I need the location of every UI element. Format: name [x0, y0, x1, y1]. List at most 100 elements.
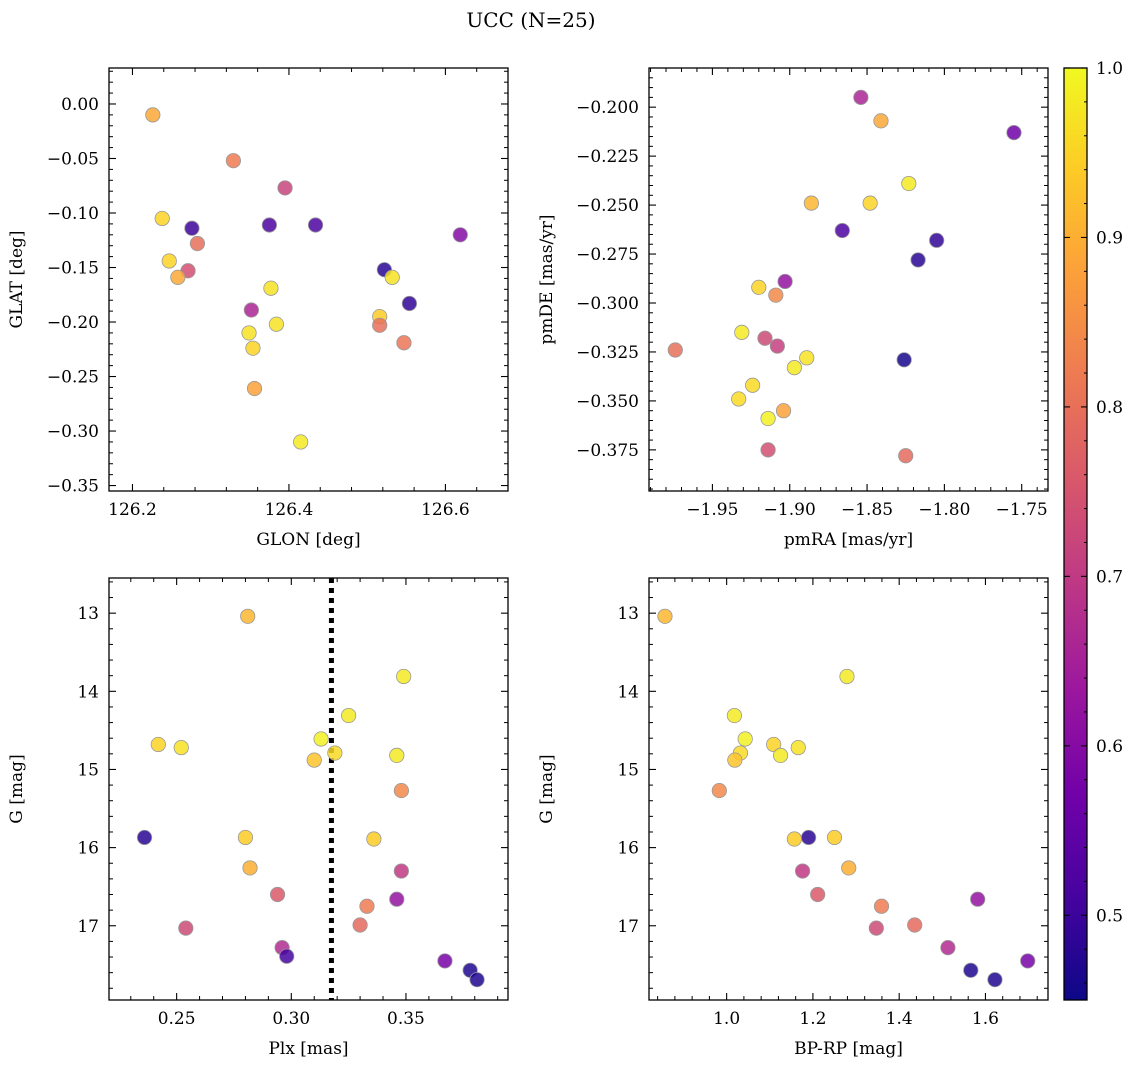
scatter-point — [437, 953, 453, 969]
scatter-point — [826, 829, 843, 846]
panel-3: 0.25 0.30 0.35 13 14 15 16 17 Plx [mas] G [mag] — [7, 577, 509, 1059]
scatter-point — [173, 739, 189, 756]
x-axis-label: GLON [deg] — [256, 530, 360, 550]
scatter-point — [760, 442, 776, 458]
x-tick-label: −1.80 — [918, 500, 970, 520]
axes-frame — [108, 67, 509, 492]
y-tick-label: −0.275 — [576, 245, 639, 265]
y-tick-label: 15 — [77, 760, 99, 780]
scatter-point — [341, 707, 357, 724]
scatter-point — [786, 831, 802, 847]
scatter-point — [731, 391, 747, 407]
scatter-point — [868, 920, 884, 936]
scatter-point — [396, 335, 412, 351]
x-tick-label: 126.6 — [421, 500, 470, 520]
scatter-point — [372, 317, 388, 333]
scatter-point — [987, 972, 1003, 988]
y-tick-label: −0.300 — [576, 294, 639, 314]
scatter-point — [803, 195, 819, 211]
scatter-point — [366, 831, 382, 847]
scatter-point — [189, 235, 206, 252]
panels: 126.2 126.4 126.6 0.00 −0.05 −0.10 −0.15 −0.20 −… — [7, 67, 1049, 1059]
scatter-point — [269, 886, 286, 903]
scatter-point — [469, 972, 485, 988]
y-tick-label: 14 — [77, 682, 99, 702]
scatter-point — [327, 745, 343, 761]
scatter-point — [940, 940, 956, 956]
x-tick-label: 1.4 — [886, 1009, 913, 1029]
colorbar-gradient — [1063, 67, 1088, 1001]
scatter-point — [307, 217, 324, 233]
scatter-point — [873, 113, 889, 129]
scatter-point — [775, 403, 792, 419]
scatter-point — [768, 287, 784, 303]
x-tick-label: 126.4 — [265, 500, 314, 520]
x-tick-label: −1.75 — [996, 500, 1048, 520]
x-tick-label: −1.85 — [841, 500, 893, 520]
y-tick-label: −0.10 — [47, 204, 99, 224]
scatter-point — [245, 340, 261, 356]
scatter-point — [799, 350, 815, 366]
y-tick-label: 13 — [77, 604, 99, 624]
scatter-point — [839, 668, 855, 685]
colorbar-tick-label: 0.7 — [1096, 567, 1123, 587]
scatter-point — [359, 898, 375, 914]
panel-4: 1.0 1.2 1.4 1.6 13 14 15 16 17 BP-RP [mag] G [mag] — [537, 577, 1049, 1059]
scatter-point — [246, 380, 263, 397]
scatter-point — [237, 829, 254, 846]
x-tick-label: 0.35 — [387, 1009, 425, 1029]
scatter-point — [1006, 125, 1022, 141]
scatter-point — [184, 220, 200, 236]
scatter-point — [393, 863, 409, 879]
x-axis-label: Plx [mas] — [268, 1039, 348, 1059]
scatter-point — [772, 747, 789, 763]
scatter-point — [393, 782, 409, 799]
scatter-point — [243, 302, 259, 318]
scatter-point — [910, 252, 926, 268]
scatter-point — [170, 269, 186, 285]
y-tick-label: −0.05 — [47, 149, 99, 169]
y-tick-label: −0.15 — [47, 259, 99, 279]
y-tick-label: −0.20 — [47, 313, 99, 333]
scatter-point — [1020, 953, 1036, 969]
x-tick-label: −1.90 — [764, 500, 816, 520]
scatter-point — [268, 316, 285, 332]
x-tick-label: −1.95 — [686, 500, 738, 520]
scatter-point — [734, 324, 750, 340]
colorbar-tick-label: 0.8 — [1096, 398, 1123, 418]
x-tick-label: 1.2 — [799, 1009, 826, 1029]
panel-2: −1.95 −1.90 −1.85 −1.80 −1.75 −0.200 −0.225 −0.… — [537, 67, 1049, 550]
y-axis-label: G [mag] — [537, 754, 557, 823]
scatter-point — [727, 752, 743, 768]
scatter-point — [873, 898, 890, 914]
scatter-point — [293, 434, 309, 450]
y-tick-label: −0.375 — [576, 441, 639, 461]
scatter-point — [279, 948, 295, 964]
scatter-point — [777, 273, 793, 290]
colorbar-tick-label: 0.5 — [1096, 906, 1123, 926]
scatter-point — [786, 360, 802, 376]
scatter-point — [862, 195, 878, 211]
scatter-point — [396, 668, 412, 685]
y-tick-label: −0.325 — [576, 343, 639, 363]
scatter-point — [970, 891, 986, 907]
scatter-point — [178, 920, 194, 936]
scatter-point — [751, 279, 767, 295]
x-axis-label: pmRA [mas/yr] — [784, 530, 913, 550]
y-axis-label: GLAT [deg] — [7, 230, 27, 328]
scatter-point — [800, 829, 817, 846]
scatter-point — [853, 89, 869, 105]
scatter-point — [790, 739, 806, 756]
y-tick-label: −0.250 — [576, 196, 639, 216]
x-tick-label: 0.30 — [272, 1009, 310, 1029]
y-tick-label: 13 — [617, 604, 639, 624]
scatter-point — [389, 891, 405, 907]
y-axis-label: G [mag] — [7, 754, 27, 823]
axes-frame — [648, 577, 1049, 1001]
scatter-point — [711, 782, 727, 799]
y-tick-label: 14 — [617, 682, 639, 702]
scatter-point — [352, 917, 368, 933]
scatter-point — [769, 338, 785, 354]
colorbar-tick-label: 0.6 — [1096, 737, 1123, 757]
